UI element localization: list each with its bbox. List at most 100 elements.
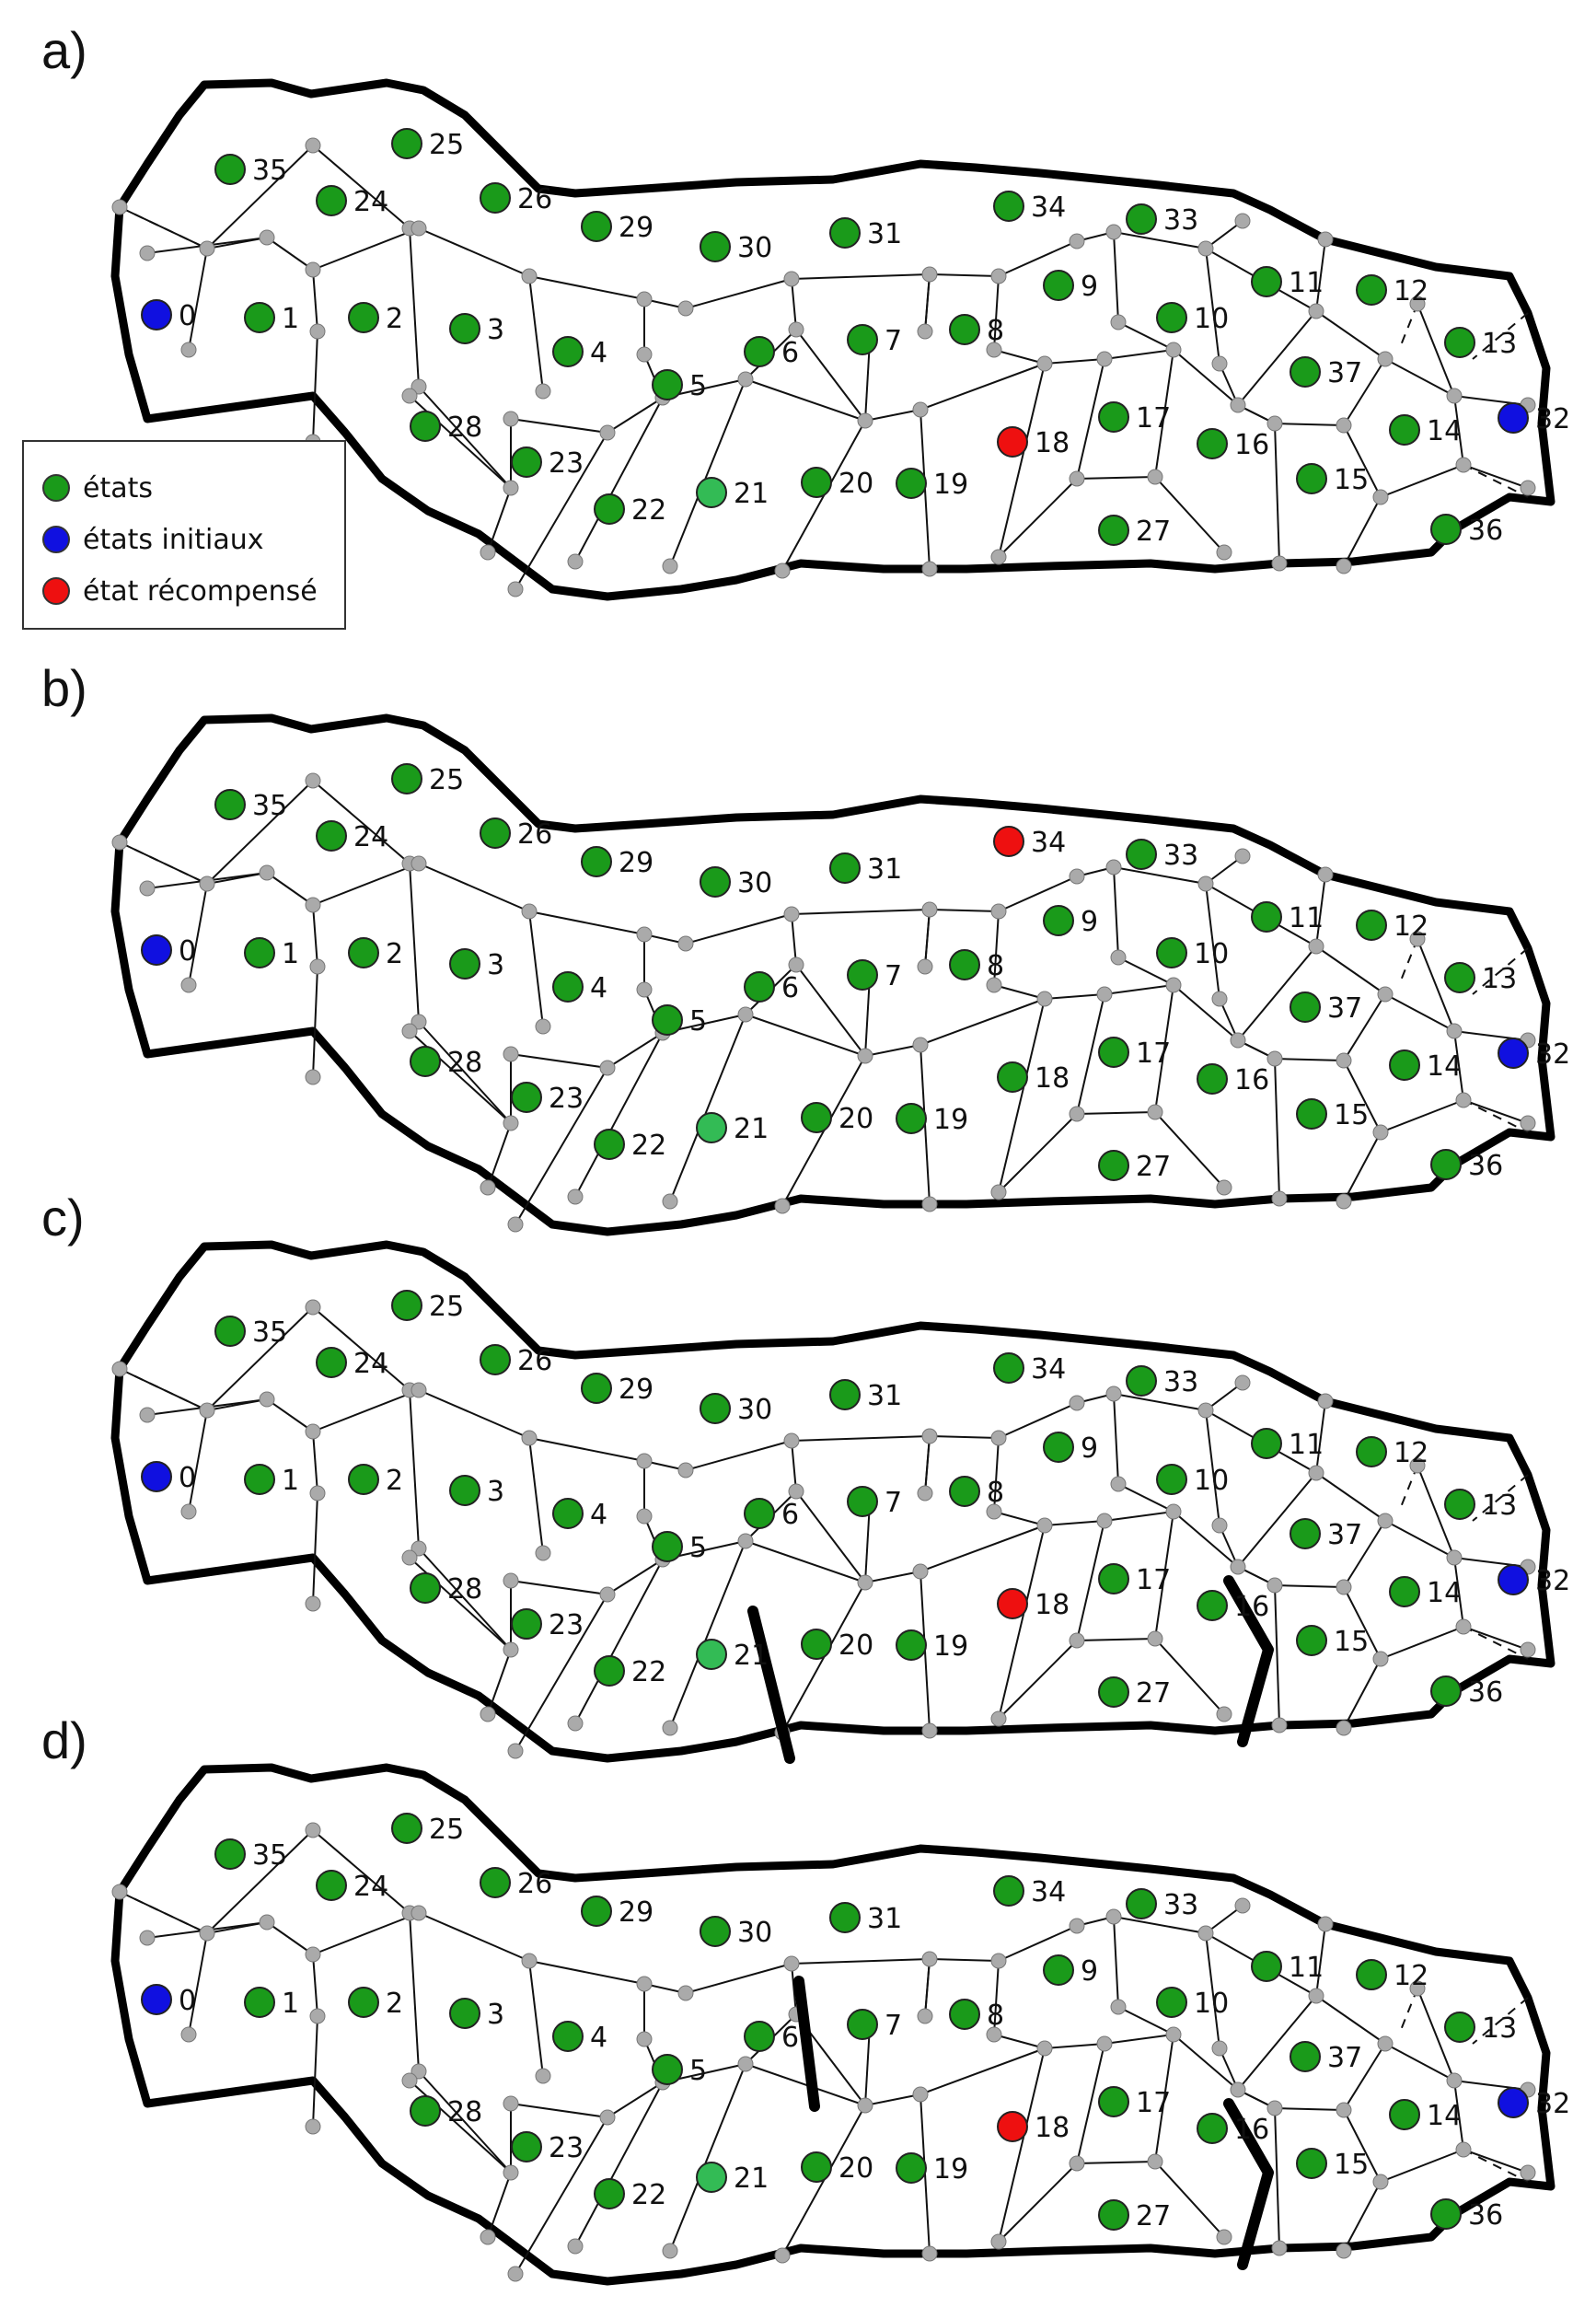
voronoi-edge — [1173, 984, 1239, 1041]
vertex-dot — [1409, 1980, 1426, 1997]
vertex-dot — [1230, 397, 1246, 413]
state-node-36 — [1430, 1675, 1462, 1707]
voronoi-edge — [993, 2034, 1046, 2049]
voronoi-edge — [119, 1368, 208, 1411]
vertex-dot — [1372, 1124, 1389, 1141]
voronoi-edge — [864, 1571, 921, 1583]
vertex-dot — [662, 2243, 678, 2259]
voronoi-edge — [929, 1958, 1000, 1962]
vertex-dot — [677, 935, 694, 952]
state-label-6: 6 — [781, 2022, 799, 2054]
state-node-23 — [511, 2131, 542, 2162]
state-label-21: 21 — [734, 2162, 769, 2195]
state-node-10 — [1156, 1464, 1187, 1495]
vertex-dot — [259, 864, 275, 881]
state-node-19 — [896, 468, 927, 499]
state-node-6 — [744, 2021, 775, 2052]
state-label-21: 21 — [734, 1113, 769, 1145]
vertex-dot — [677, 1462, 694, 1478]
state-node-35 — [214, 1838, 246, 1870]
state-node-20 — [801, 467, 832, 498]
state-label-24: 24 — [353, 186, 388, 218]
state-label-22: 22 — [631, 1656, 666, 1688]
voronoi-edge — [998, 2047, 1046, 2243]
vertex-dot — [737, 371, 754, 388]
voronoi-edge — [528, 1437, 544, 1554]
state-label-27: 27 — [1136, 1151, 1171, 1183]
state-label-1: 1 — [282, 1988, 299, 2020]
voronoi-edge — [574, 1032, 664, 1198]
vertex-dot — [662, 558, 678, 574]
vertex-dot — [1096, 986, 1113, 1003]
state-node-34 — [993, 1352, 1024, 1384]
vertex-dot — [1230, 2081, 1246, 2098]
voronoi-edge — [998, 2162, 1078, 2243]
voronoi-edge — [1417, 938, 1455, 1032]
vertex-dot — [990, 903, 1007, 920]
state-label-4: 4 — [590, 337, 607, 369]
vertex-dot — [411, 220, 427, 237]
state-node-36 — [1430, 2198, 1462, 2230]
state-label-34: 34 — [1031, 1876, 1066, 1908]
state-label-3: 3 — [487, 1476, 504, 1508]
state-label-3: 3 — [487, 1999, 504, 2031]
voronoi-edge — [1384, 1520, 1455, 1559]
state-label-17: 17 — [1136, 1038, 1171, 1070]
vertex-dot — [1455, 1618, 1472, 1635]
vertex-dot — [111, 199, 128, 215]
voronoi-edge — [924, 909, 931, 968]
vertex-dot — [921, 1722, 938, 1739]
state-label-24: 24 — [353, 1871, 388, 1903]
state-label-18: 18 — [1035, 1589, 1070, 1621]
vertex-dot — [1165, 2026, 1182, 2043]
state-label-24: 24 — [353, 821, 388, 853]
voronoi-edge — [929, 273, 1000, 277]
state-node-8 — [949, 314, 980, 345]
vertex-dot — [1271, 1717, 1288, 1733]
vertex-dot — [401, 388, 418, 404]
voronoi-edge — [1154, 1111, 1225, 1188]
vertex-dot — [990, 268, 1007, 284]
state-label-12: 12 — [1394, 1437, 1428, 1469]
state-label-36: 36 — [1468, 515, 1503, 547]
vertex-dot — [567, 1188, 584, 1205]
vertex-dot — [521, 903, 538, 920]
vertex-dot — [917, 1485, 933, 1502]
state-node-8 — [949, 1999, 980, 2030]
voronoi-edge — [1343, 2109, 1382, 2183]
voronoi-edge — [669, 2063, 746, 2252]
state-label-14: 14 — [1427, 1050, 1462, 1083]
vertex-dot — [259, 1391, 275, 1408]
state-label-37: 37 — [1327, 2042, 1362, 2074]
voronoi-edge — [1315, 238, 1326, 312]
state-label-10: 10 — [1194, 303, 1229, 335]
state-label-4: 4 — [590, 972, 607, 1004]
vertex-dot — [1096, 351, 1113, 367]
state-label-32: 32 — [1535, 2088, 1570, 2120]
state-label-36: 36 — [1468, 1150, 1503, 1182]
vertex-dot — [1105, 224, 1122, 240]
state-node-30 — [700, 231, 731, 262]
vertex-dot — [1409, 1457, 1426, 1474]
vertex-dot — [921, 561, 938, 577]
voronoi-edge — [685, 1963, 792, 1994]
state-node-28 — [410, 1046, 441, 1077]
voronoi-edge — [528, 275, 544, 392]
state-label-5: 5 — [689, 370, 707, 402]
voronoi-edge — [864, 1044, 921, 1057]
vertex-dot — [1069, 1106, 1085, 1122]
panel-label-c: c) — [41, 1188, 85, 1246]
voronoi-edge — [1384, 2043, 1455, 2081]
vertex-dot — [1036, 1517, 1053, 1534]
voronoi-edge — [487, 1122, 512, 1188]
state-node-37 — [1290, 991, 1321, 1023]
state-label-35: 35 — [252, 790, 287, 822]
state-label-2: 2 — [386, 303, 403, 335]
voronoi-edge — [1417, 1988, 1455, 2081]
vertex-dot — [1234, 1374, 1251, 1391]
state-node-9 — [1043, 270, 1074, 301]
state-node-29 — [581, 211, 612, 242]
voronoi-edge — [745, 1540, 866, 1583]
voronoi-edge — [998, 240, 1078, 277]
state-label-15: 15 — [1334, 1626, 1369, 1658]
